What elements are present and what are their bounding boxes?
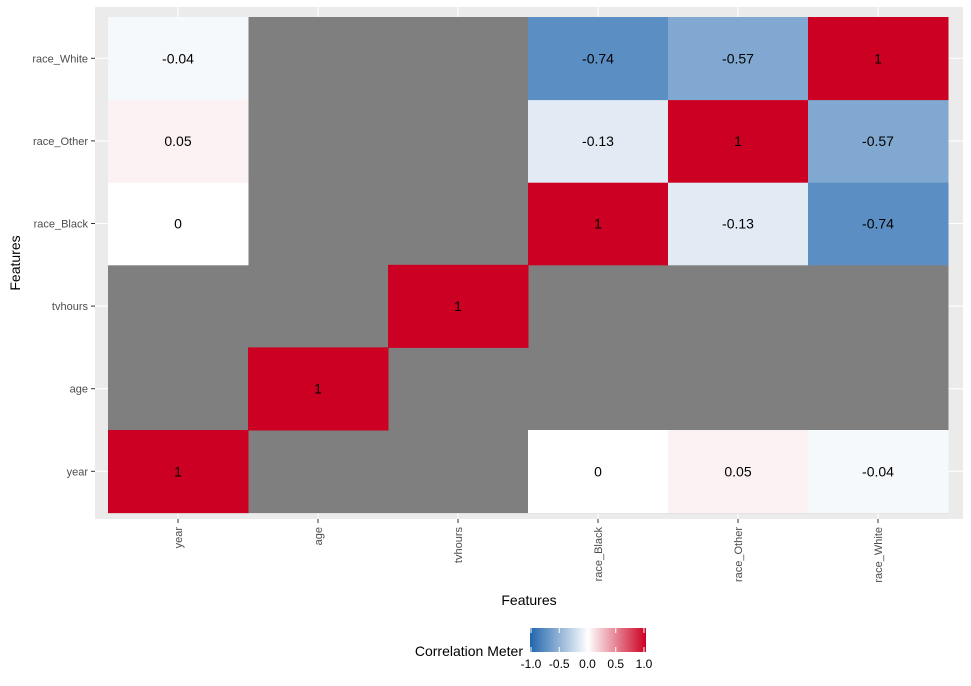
heatmap-cell-na	[388, 182, 529, 266]
cell-value-label: 0	[174, 216, 182, 232]
heatmap-cell	[108, 182, 249, 266]
cell-value-label: 1	[874, 50, 882, 66]
x-tick-label: race_Other	[733, 527, 745, 582]
y-tick-label: race_Other	[33, 136, 88, 148]
heatmap-cell	[108, 99, 249, 183]
heatmap-cell-na	[668, 347, 809, 431]
heatmap-cell-na	[808, 264, 949, 348]
legend: Correlation Meter -1.0 -0.5 0.0 0.5 1.0	[415, 628, 653, 671]
cell-value-label: 1	[174, 463, 182, 479]
heatmap-cell	[108, 430, 249, 514]
heatmap-cell-na	[248, 99, 389, 183]
heatmap-cell	[528, 17, 669, 101]
heatmap-cell	[808, 17, 949, 101]
heatmap-cell-na	[528, 347, 669, 431]
cell-value-label: 0.05	[724, 463, 751, 479]
legend-tick-label: 0.5	[607, 657, 624, 671]
cell-value-label: -0.57	[722, 50, 754, 66]
cell-value-label: -0.57	[862, 133, 894, 149]
heatmap-cell	[108, 17, 249, 101]
cell-value-label: 1	[734, 133, 742, 149]
x-tick-label: race_White	[873, 527, 885, 583]
heatmap-cell	[668, 99, 809, 183]
heatmap-cell-na	[108, 347, 249, 431]
x-axis-title: Features	[501, 592, 556, 608]
cell-value-label: -0.04	[862, 463, 894, 479]
cell-labels: 1 0 0.05 -0.04 1 1 0 1 -0.13 -0.74 0.05 -0.13 1 -0.57…	[162, 50, 894, 479]
cell-value-label: 1	[594, 216, 602, 232]
cell-value-label: -0.04	[162, 50, 194, 66]
cell-value-label: 1	[454, 298, 462, 314]
cell-value-label: -0.13	[722, 216, 754, 232]
heatmap-cell	[668, 182, 809, 266]
y-tick-label: race_White	[32, 53, 88, 65]
heatmap-cell	[388, 264, 529, 348]
heatmap-cell-na	[248, 430, 389, 514]
heatmap-cell-na	[248, 17, 389, 101]
legend-tick-label: 0.0	[579, 657, 596, 671]
heatmap-cell-na	[248, 182, 389, 266]
x-tick-label: race_Black	[593, 527, 605, 582]
heatmap-cell	[808, 182, 949, 266]
heatmap-cell-na	[528, 264, 669, 348]
legend-tick-label: -0.5	[549, 657, 570, 671]
legend-ticks: -1.0 -0.5 0.0 0.5 1.0	[521, 628, 653, 671]
heatmap-cell-na	[388, 347, 529, 431]
x-axis-ticks: year age tvhours race_Black race_Other race_W…	[173, 519, 885, 583]
heatmap-cells	[108, 17, 949, 514]
x-tick-label: year	[173, 527, 185, 549]
legend-tick-label: 1.0	[636, 657, 653, 671]
x-tick-label: age	[313, 527, 325, 545]
y-tick-label: race_Black	[34, 219, 89, 231]
heatmap-cell	[668, 430, 809, 514]
heatmap-cell-na	[388, 99, 529, 183]
heatmap-cell-na	[808, 347, 949, 431]
y-tick-label: age	[70, 384, 88, 396]
legend-title: Correlation Meter	[415, 643, 523, 659]
y-axis-ticks: year age tvhours race_Black race_Other race_W…	[32, 53, 95, 478]
cell-value-label: -0.74	[582, 50, 614, 66]
heatmap-cell	[808, 99, 949, 183]
heatmap-cell	[248, 347, 389, 431]
heatmap-cell-na	[108, 264, 249, 348]
y-axis-title: Features	[7, 235, 23, 290]
y-tick-label: tvhours	[52, 301, 89, 313]
heatmap-cell	[528, 99, 669, 183]
x-tick-label: tvhours	[453, 527, 465, 564]
heatmap-cell	[528, 430, 669, 514]
cell-value-label: 1	[314, 381, 322, 397]
y-tick-label: year	[67, 466, 89, 478]
heatmap-cell-na	[388, 430, 529, 514]
heatmap-cell-na	[388, 17, 529, 101]
heatmap-cell-na	[248, 264, 389, 348]
heatmap-cell	[668, 17, 809, 101]
cell-value-label: 0.05	[164, 133, 191, 149]
cell-value-label: 0	[594, 463, 602, 479]
legend-tick-label: -1.0	[521, 657, 542, 671]
heatmap-cell-na	[668, 264, 809, 348]
heatmap-cell	[528, 182, 669, 266]
heatmap-cell	[808, 430, 949, 514]
cell-value-label: -0.74	[862, 216, 894, 232]
cell-value-label: -0.13	[582, 133, 614, 149]
